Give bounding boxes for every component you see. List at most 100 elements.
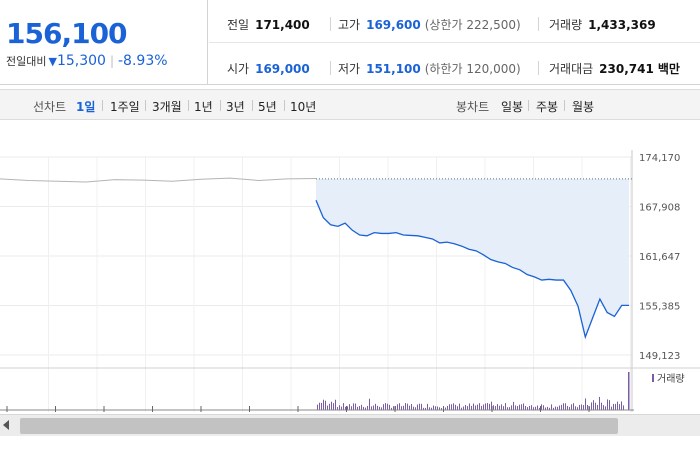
volume-legend-label: 거래량 (657, 373, 685, 385)
volume-bar (325, 400, 326, 410)
volume-bar (527, 407, 528, 410)
volume-bar (353, 403, 354, 410)
volume-bar (587, 404, 588, 410)
upper-limit: (상한가 222,500) (424, 18, 521, 32)
volume-bar (423, 407, 424, 410)
period-1y[interactable]: 1년 (194, 100, 213, 114)
volume-bar (597, 404, 598, 410)
volume-bar (499, 405, 500, 410)
down-arrow-icon: ▼ (48, 55, 57, 68)
volume-bar (475, 405, 476, 410)
volume-bar (539, 407, 540, 410)
volume-bar (575, 406, 576, 410)
volume-bar (513, 401, 514, 410)
volume-bar (599, 396, 600, 410)
volume-bar (481, 405, 482, 410)
volume-bar (425, 407, 426, 410)
change-divider: | (109, 54, 114, 68)
chart-scrollbar[interactable] (0, 414, 700, 436)
change-rate: -8.93% (118, 53, 168, 69)
period-1d[interactable]: 1일 (76, 100, 96, 114)
y-tick-label: 161,647 (639, 252, 680, 263)
volume-bar (411, 404, 412, 410)
series-line-premarket (0, 177, 317, 183)
volume-bar (445, 407, 446, 410)
period-3m[interactable]: 3개월 (152, 100, 182, 114)
volume-bar (623, 405, 624, 410)
period-divider (284, 100, 285, 111)
volume-bar (563, 403, 564, 410)
y-tick-label: 174,170 (639, 153, 680, 164)
volume-bar (331, 401, 332, 410)
volume-bar (399, 403, 400, 410)
volume-bar (591, 402, 592, 410)
cell-divider (538, 17, 539, 31)
volume-bar (519, 404, 520, 410)
volume-bar (427, 403, 428, 410)
change-row: 전일대비 ▼15,300 | -8.93% (6, 53, 168, 69)
volume-bar (437, 406, 438, 410)
volume-bar (375, 403, 376, 410)
volume-bars (317, 372, 630, 410)
period-divider (145, 100, 146, 111)
volume-bar (347, 406, 348, 410)
volume-bar (419, 403, 420, 410)
high-label: 고가 (338, 18, 361, 32)
period-divider (252, 100, 253, 111)
volume-bar (435, 406, 436, 410)
volume-bar (553, 407, 554, 410)
volume-bar (483, 404, 484, 410)
open-value: 169,000 (255, 62, 310, 76)
candle-daily[interactable]: 일봉 (501, 100, 524, 114)
period-10y[interactable]: 10년 (290, 100, 317, 114)
volume-bar (405, 403, 406, 410)
candle-monthly[interactable]: 월봉 (572, 100, 595, 114)
volume-bar (551, 404, 552, 410)
scroll-left-arrow-icon[interactable] (3, 420, 9, 430)
volume-bar (343, 403, 344, 410)
volume-bar (569, 406, 570, 410)
scroll-thumb[interactable] (20, 418, 618, 434)
volume-bar (517, 406, 518, 410)
row-divider (209, 42, 700, 43)
volume-label: 거래량 (549, 18, 583, 32)
volume-bar (565, 403, 566, 410)
cell-divider (330, 61, 331, 75)
volume-bar (357, 406, 358, 410)
volume-bar (459, 403, 460, 410)
y-tick-label: 167,908 (639, 203, 680, 214)
volume-bar (461, 407, 462, 410)
volume-bar (609, 400, 610, 410)
volume-bar (335, 399, 336, 410)
volume-bar (455, 404, 456, 410)
volume-bar (323, 399, 324, 410)
volume-bar (601, 402, 602, 410)
volume-bar (421, 403, 422, 410)
volume-bar (381, 407, 382, 410)
volume-bar (433, 405, 434, 410)
price-chart[interactable]: 174,170 167,908 161,647 155,385 149,123 거래량 (0, 140, 700, 412)
period-1w[interactable]: 1주일 (110, 100, 140, 114)
volume-bar (523, 403, 524, 410)
volume-bar (607, 399, 608, 410)
prev-close: 전일 171,400 (227, 16, 310, 33)
change-label: 전일대비 (6, 55, 47, 68)
lower-limit: (하한가 120,000) (424, 62, 521, 76)
volume-bar (471, 405, 472, 410)
volume-bar (605, 406, 606, 410)
volume-bar (389, 404, 390, 410)
volume-bar (345, 406, 346, 410)
period-3y[interactable]: 3년 (226, 100, 245, 114)
period-5y[interactable]: 5년 (258, 100, 277, 114)
candle-weekly[interactable]: 주봉 (536, 100, 559, 114)
volume-bar (537, 405, 538, 410)
volume-bar (465, 404, 466, 410)
volume-bar (505, 403, 506, 410)
volume-bar (557, 406, 558, 410)
volume-bar (341, 406, 342, 410)
volume-bar (391, 407, 392, 410)
volume-bar (431, 407, 432, 410)
volume-bar (549, 407, 550, 410)
volume: 거래량 1,433,369 (549, 16, 656, 33)
trade-value-label: 거래대금 (549, 62, 594, 76)
